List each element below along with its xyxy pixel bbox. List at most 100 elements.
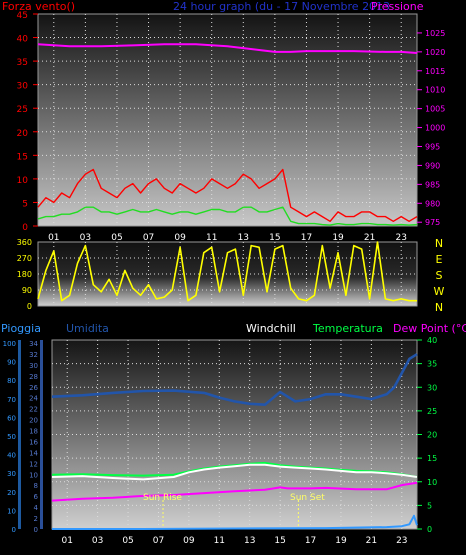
temperature-x-tick-label: 15 (274, 536, 285, 546)
temperature-x-tick-label: 05 (122, 536, 133, 546)
rain-y-tick-label: 20 (7, 489, 16, 497)
temperature-plot-area (51, 339, 418, 530)
wind-y-tick-label: 20 (17, 129, 29, 139)
temperature-grid (52, 340, 417, 529)
rain-y-tick-label: 0 (12, 526, 16, 534)
series-windchill (51, 463, 418, 481)
humidity-axis-bar (40, 340, 43, 529)
wind-y-tick-label: 30 (17, 82, 29, 92)
humidity-y-tick-label: 34 (29, 340, 38, 348)
rain-y-tick-label: 30 (7, 470, 16, 478)
wind-x-tick-label: 13 (238, 233, 249, 243)
rain-y-tick-label: 90 (7, 359, 16, 367)
temperature-y-tick-label: 40 (427, 336, 437, 345)
humidity-y-tick-label: 16 (29, 438, 38, 446)
humidity-y-tick-label: 22 (29, 406, 38, 414)
temperature-x-tick-label: 13 (244, 536, 255, 546)
humidity-y-tick-label: 8 (34, 482, 38, 490)
humidity-y-tick-label: 0 (34, 526, 38, 534)
pressure-y-tick-label: 1010 (425, 86, 445, 95)
humidity-y-tick-label: 24 (29, 395, 38, 403)
pressure-y-tick-label: 1000 (425, 124, 445, 133)
temperature-x-tick-label: 19 (335, 536, 347, 546)
wind-y-ticks: 0 5 10 15 20 25 30 35 40 45 (17, 11, 38, 233)
wind-x-tick-label: 21 (364, 233, 375, 243)
humidity-y-tick-label: 32 (29, 351, 38, 359)
wind-x-tick-label: 19 (332, 233, 344, 243)
temperature-y-tick-label: 20 (427, 431, 437, 440)
humidity-y-tick-label: 2 (34, 515, 38, 523)
direction-y-tick-label: 180 (17, 270, 32, 279)
humidity-y-tick-label: 6 (34, 493, 39, 501)
series-forza-vento (37, 168, 418, 223)
series-dew-point (51, 481, 418, 502)
pressure-y-tick-label: 985 (425, 180, 440, 189)
humidity-y-tick-label: 28 (29, 373, 38, 381)
humidity-y-tick-label: 18 (29, 428, 38, 436)
temperature-x-tick-label: 07 (153, 536, 164, 546)
wind-x-tick-label: 15 (269, 233, 280, 243)
temperature-x-tick-label: 01 (61, 536, 72, 546)
rain-y-tick-label: 50 (7, 433, 16, 441)
humidity-y-tick-label: 20 (29, 417, 38, 425)
compass-label: N (435, 237, 443, 250)
series-direction (37, 241, 417, 302)
series-temperatura (51, 461, 418, 478)
temperature-series-layer (51, 353, 418, 530)
direction-y-tick-label: 90 (22, 286, 32, 295)
temperature-x-tick-label: 21 (366, 536, 377, 546)
temperature-x-tick-label: 11 (214, 536, 225, 546)
wind-y-tick-label: 40 (17, 35, 29, 45)
legend-windchill: Windchill (246, 322, 296, 335)
wind-y-tick-label: 10 (17, 176, 29, 186)
compass-label: S (436, 269, 443, 282)
pressure-y-tick-label: 1005 (425, 105, 445, 114)
sun-markers (162, 500, 299, 529)
legend-rain: Pioggia (1, 322, 41, 335)
compass-label: N (435, 301, 443, 314)
pressure-y-tick-label: 1025 (425, 29, 445, 38)
pressure-y-tick-label: 975 (425, 218, 440, 227)
wind-x-tick-label: 01 (48, 233, 59, 243)
wind-y-tick-label: 45 (17, 11, 28, 21)
temperature-y-tick-label: 0 (427, 525, 432, 534)
rain-y-tick-label: 60 (7, 414, 16, 422)
wind-y-tick-label: 0 (22, 223, 28, 233)
wind-x-tick-label: 09 (174, 233, 186, 243)
series-umidita (51, 353, 418, 407)
sunset-label: Sun Set (290, 493, 325, 503)
wind-x-tick-label: 11 (206, 233, 217, 243)
pressure-y-tick-label: 1015 (425, 67, 445, 76)
compass-label: E (436, 253, 443, 266)
humidity-y-tick-label: 14 (29, 449, 38, 457)
direction-y-tick-label: 0 (27, 302, 32, 311)
sunrise-label: Sun Rise (143, 493, 182, 503)
rain-axis-bar (18, 340, 21, 529)
wind-plot-area (37, 13, 418, 227)
rain-y-ticks: 0 10 20 30 40 50 60 70 80 90 100 (3, 340, 21, 534)
pressure-y-tick-label: 1020 (425, 48, 445, 57)
temperature-y-tick-label: 30 (427, 383, 437, 392)
humidity-y-tick-label: 4 (34, 504, 39, 512)
wind-y-tick-label: 25 (17, 105, 28, 115)
temperature-y-ticks: 0 5 10 15 20 25 30 35 40 (417, 336, 437, 534)
wind-y-tick-label: 35 (17, 58, 28, 68)
wind-y-tick-label: 5 (22, 199, 28, 209)
direction-grid (38, 242, 417, 306)
legend-dewpoint: Dew Point (°C) (393, 322, 466, 335)
pressure-y-ticks: 975 980 985 990 995 1000 1005 1010 1015 1020 1025 (417, 29, 445, 227)
rain-y-tick-label: 80 (7, 377, 16, 385)
wind-x-tick-label: 07 (143, 233, 154, 243)
wind-x-tick-label: 03 (80, 233, 91, 243)
direction-series-layer (37, 241, 417, 302)
rain-y-tick-label: 70 (7, 396, 16, 404)
pressure-y-tick-label: 995 (425, 143, 440, 152)
rain-y-tick-label: 10 (7, 507, 16, 515)
chart-title: 24 hour graph (du - 17 Novembre 2013 (173, 0, 390, 13)
pressure-y-tick-label: 980 (425, 199, 440, 208)
temperature-y-tick-label: 10 (427, 478, 437, 487)
